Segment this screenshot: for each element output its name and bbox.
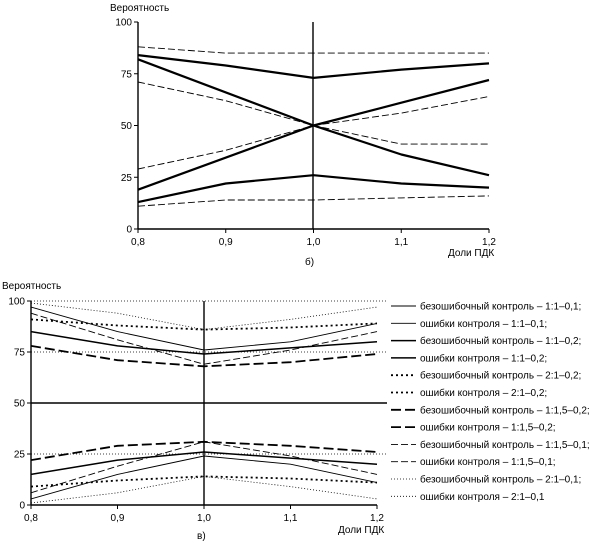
series-line-b-3 <box>137 78 490 191</box>
series-line-b-5 <box>137 96 490 170</box>
x-tick-label: 1,2 <box>482 237 496 248</box>
series-line-b-6 <box>137 174 490 204</box>
panel-b-ylabel: Вероятность <box>110 3 169 14</box>
y-tick-label: 100 <box>115 18 132 29</box>
panel-v-ticks: 0 25 50 75 100 0,8 0,9 1,0 1,1 1,2 <box>8 297 384 525</box>
panel-v-xlabel: Доли ПДК <box>338 525 384 536</box>
series-line-v-10 <box>30 302 378 331</box>
y-tick-label: 0 <box>126 225 132 236</box>
legend-label: безошибочный контроль – 1:1,5–0,1; <box>420 439 590 451</box>
series-line-v-3 <box>30 451 378 476</box>
series-line-v-2 <box>30 330 378 355</box>
x-tick-label: 0,9 <box>111 513 125 524</box>
chart-panel-b: Вероятность 0 25 50 75 100 0,8 0,9 1,0 1,1 1,2 До… <box>110 3 496 268</box>
panel-b-xlabel: Доли ПДК <box>448 248 494 259</box>
x-tick-label: 1,1 <box>284 513 298 524</box>
y-tick-label: 100 <box>8 297 25 308</box>
panel-v-label: в) <box>197 531 206 542</box>
legend-label: ошибки контроля – 1:1,5–0,1; <box>420 456 556 468</box>
legend-label: безошибочный контроль – 1:1,5–0,2; <box>420 404 590 416</box>
legend-label: ошибки контроля – 1:1,5–0,2; <box>420 422 556 434</box>
legend-label: безошибочный контроль – 2:1–0,2; <box>420 370 581 382</box>
x-tick-label: 1,2 <box>370 513 384 524</box>
series-line-b-2 <box>137 58 490 177</box>
series-line-v-8 <box>30 312 378 365</box>
y-tick-label: 50 <box>14 399 26 410</box>
legend-label: ошибки контроля – 1:1–0,1; <box>420 318 547 330</box>
y-tick-label: 75 <box>14 348 26 359</box>
legend-label: безошибочный контроль – 2:1–0,1; <box>420 474 581 486</box>
series-line-v-0 <box>30 306 378 351</box>
series-line-v-11 <box>30 475 378 504</box>
panel-b-label: б) <box>305 256 314 268</box>
panel-v-series <box>30 302 378 504</box>
legend-label: безошибочный контроль – 1:1–0,1; <box>420 301 581 313</box>
legend-label: ошибки контроля – 2:1–0,1 <box>420 491 545 503</box>
series-line-v-6 <box>30 345 378 368</box>
x-tick-label: 1,1 <box>394 237 408 248</box>
legend-label: ошибки контроля – 1:1–0,2; <box>420 352 547 364</box>
x-tick-label: 0,8 <box>131 237 145 248</box>
legend-label: ошибки контроля – 2:1–0,2; <box>420 387 547 399</box>
x-tick-label: 1,0 <box>197 513 211 524</box>
panel-b-series <box>137 46 490 207</box>
series-line-b-0 <box>137 46 489 54</box>
x-tick-label: 1,0 <box>307 237 321 248</box>
y-tick-label: 25 <box>121 173 133 184</box>
y-tick-label: 75 <box>121 69 133 80</box>
series-line-v-9 <box>30 441 378 494</box>
panel-v-ylabel: Вероятность <box>2 281 61 292</box>
panel-b-ticks: 0 25 50 75 100 0,8 0,9 1,0 1,1 1,2 <box>115 18 496 249</box>
x-tick-label: 0,8 <box>24 513 38 524</box>
panel-v-reference-lines <box>31 300 387 455</box>
legend: безошибочный контроль – 1:1–0,1; ошибки к… <box>391 301 590 503</box>
legend-label: безошибочный контроль – 1:1–0,2; <box>420 335 581 347</box>
y-tick-label: 25 <box>14 450 26 461</box>
y-tick-label: 0 <box>19 501 25 512</box>
series-line-b-7 <box>137 195 490 207</box>
series-line-b-1 <box>137 54 490 80</box>
chart-panel-v: Вероятность 0 25 50 75 100 0,8 0,9 1,0 1,1 1,2 До… <box>2 281 590 542</box>
y-tick-label: 50 <box>121 121 133 132</box>
series-line-v-1 <box>30 455 378 500</box>
x-tick-label: 0,9 <box>219 237 233 248</box>
